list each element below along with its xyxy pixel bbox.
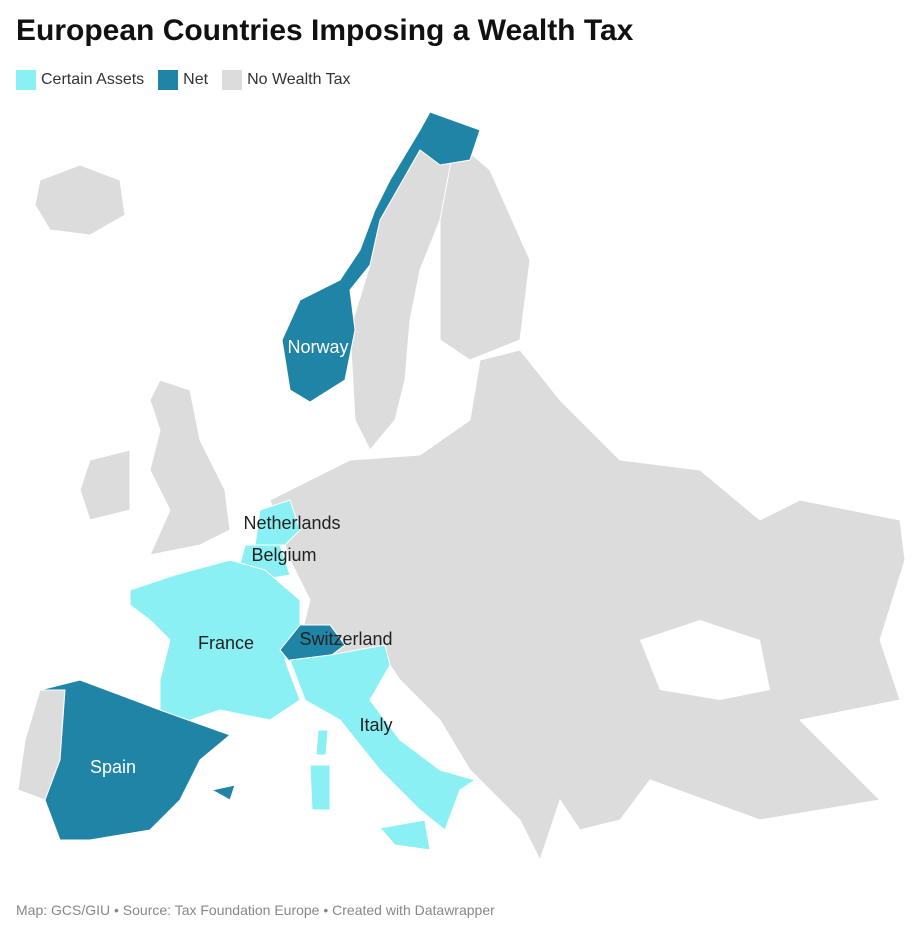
country-label: Norway (287, 337, 348, 357)
legend-label: Certain Assets (41, 71, 145, 88)
legend-swatch (16, 70, 36, 90)
country-label: Netherlands (243, 513, 340, 533)
legend-swatch (158, 70, 179, 90)
legend-item: Net (158, 70, 208, 90)
country (289, 644, 477, 851)
legend-item: No Wealth Tax (222, 70, 351, 90)
country-label: Belgium (251, 545, 316, 565)
country (39, 679, 236, 841)
country-label: Switzerland (299, 629, 392, 649)
legend-label: No Wealth Tax (247, 71, 351, 88)
labels: Norway Netherlands Belgium France Switzerlan… (90, 337, 393, 777)
country (279, 624, 346, 663)
footer: Map: GCS/GIU • Source: Tax Foundation Eu… (16, 902, 495, 918)
legend-item: Certain Assets (16, 70, 144, 90)
country-label: Italy (359, 715, 392, 735)
legend-label: Net (183, 71, 209, 88)
legend-swatch (222, 70, 243, 90)
country-label: France (198, 633, 254, 653)
country-label: Spain (90, 757, 136, 777)
country (254, 499, 301, 546)
legend: Certain Assets Net No Wealth Tax (16, 70, 351, 90)
country (129, 559, 301, 731)
countries (39, 111, 481, 851)
black-sea (640, 620, 770, 700)
country (281, 111, 481, 403)
title: European Countries Imposing a Wealth Tax (16, 14, 634, 47)
